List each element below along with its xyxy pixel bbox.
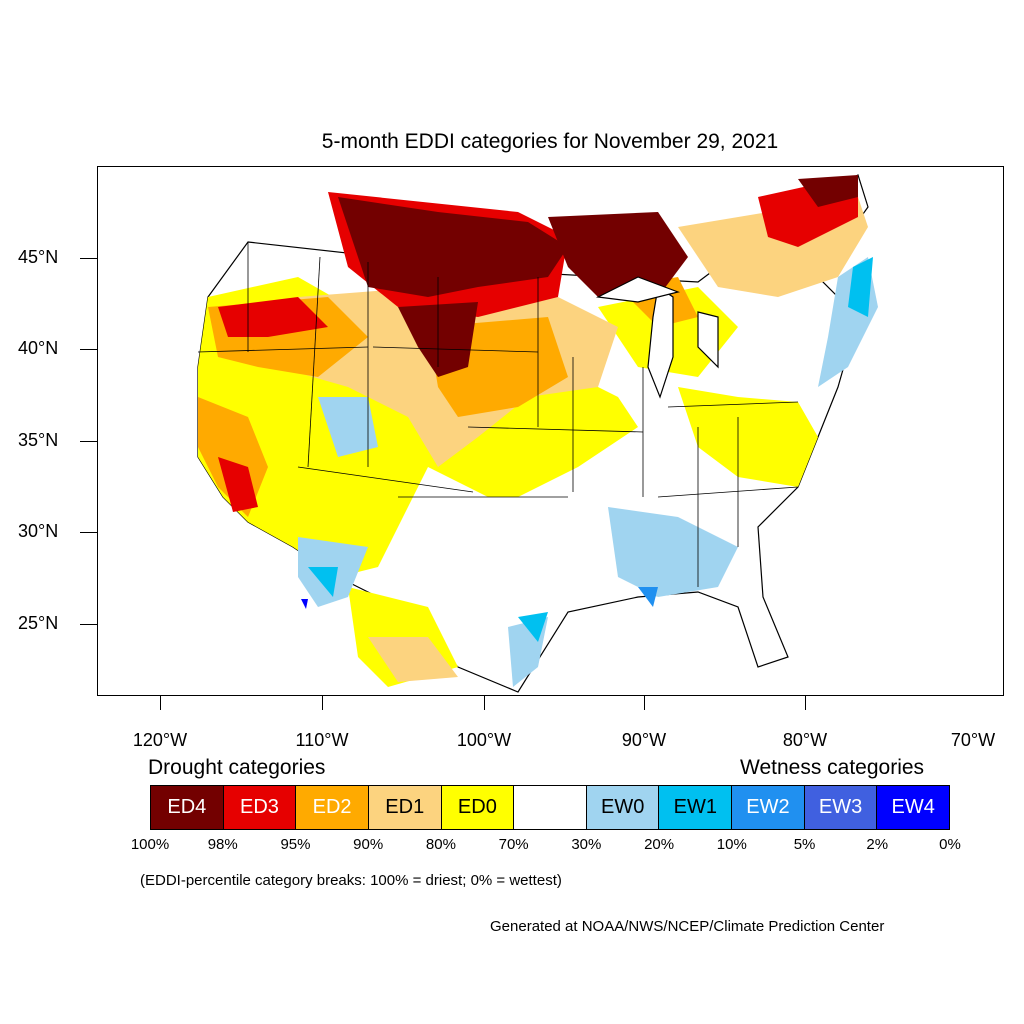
ew0-region-utah — [318, 397, 378, 457]
legend-swatch: EW1 — [659, 786, 733, 829]
lon-label: 100°W — [456, 730, 512, 750]
lat-label: 45°N — [18, 247, 59, 267]
wetness-categories-heading: Wetness categories — [740, 756, 925, 779]
state-boundaries — [197, 242, 799, 587]
lon-tick — [644, 696, 645, 710]
legend-percentile-label: 90% — [353, 836, 384, 853]
drought-categories-heading: Drought categories — [148, 756, 326, 779]
lat-tick — [80, 624, 97, 625]
legend-swatch: ED0 — [441, 786, 515, 829]
legend-swatch: EW4 — [877, 786, 950, 829]
ed4-region-minnesota — [548, 212, 688, 297]
legend-swatch: EW0 — [586, 786, 660, 829]
legend-percentile-label: 0% — [939, 836, 961, 853]
lon-label: 110°W — [295, 730, 349, 750]
ed4-region-northeast — [798, 175, 858, 207]
lon-tick — [322, 696, 323, 710]
lon-tick — [805, 696, 806, 710]
lon-label: 120°W — [132, 730, 188, 750]
lat-label: 30°N — [18, 521, 59, 541]
lat-label: 40°N — [18, 338, 59, 358]
legend-swatch: EW2 — [732, 786, 805, 829]
legend-percentile-label: 98% — [207, 836, 238, 853]
eddi-map — [197, 174, 878, 693]
ew4-region-southwest — [301, 599, 308, 609]
map-frame — [97, 166, 1004, 696]
ew0-region-southeast — [608, 507, 738, 597]
lon-tick — [484, 696, 485, 710]
legend-percentile-label: 20% — [644, 836, 675, 853]
category-note: (EDDI-percentile category breaks: 100% =… — [140, 872, 562, 889]
legend-color-bar: ED4 ED3 ED2 ED1 ED0 EW0 EW1 EW2 EW3 EW4 — [150, 785, 950, 830]
legend-swatch — [514, 786, 587, 829]
lat-label: 35°N — [18, 430, 59, 450]
lat-tick — [80, 349, 97, 350]
ew2-region-gulf — [638, 587, 658, 607]
ed0-region-east — [678, 387, 818, 487]
legend-swatch: ED4 — [151, 786, 224, 829]
legend-swatch: ED1 — [368, 786, 442, 829]
lon-tick — [160, 696, 161, 710]
map-title: 5-month EDDI categories for November 29,… — [321, 130, 779, 153]
lon-label: 70°W — [950, 730, 996, 750]
legend-swatch: ED2 — [296, 786, 369, 829]
ed3-region-oregon — [218, 297, 328, 337]
legend-percentile-label: 5% — [793, 836, 816, 853]
ed3-region-california — [218, 457, 258, 512]
lon-label: 90°W — [621, 730, 667, 750]
lake-huron — [697, 311, 719, 369]
lat-label: 25°N — [18, 613, 59, 633]
ed1-region-south — [368, 637, 458, 682]
ew1-region-northeast — [848, 257, 873, 317]
legend-swatch: EW3 — [804, 786, 878, 829]
legend-percentile-label: 95% — [280, 836, 311, 853]
lon-label: 80°W — [782, 730, 828, 750]
legend-swatch: ED3 — [223, 786, 297, 829]
credit-text: Generated at NOAA/NWS/NCEP/Climate Predi… — [490, 918, 885, 935]
lat-tick — [80, 441, 97, 442]
lake-michigan — [647, 285, 674, 399]
lat-tick — [80, 532, 97, 533]
ed4-region-north — [338, 197, 568, 297]
legend-percentile-label: 2% — [866, 836, 889, 853]
legend-percentile-label: 10% — [716, 836, 747, 853]
ew1-region-gulf — [518, 612, 548, 642]
legend-percentile-label: 80% — [425, 836, 456, 853]
legend-percentile-label: 100% — [130, 836, 170, 853]
lake-superior — [595, 276, 681, 303]
legend-percentile-label: 30% — [571, 836, 602, 853]
ew1-region-southwest — [308, 567, 338, 597]
lat-tick — [80, 258, 97, 259]
legend-percentile-label: 70% — [498, 836, 529, 853]
